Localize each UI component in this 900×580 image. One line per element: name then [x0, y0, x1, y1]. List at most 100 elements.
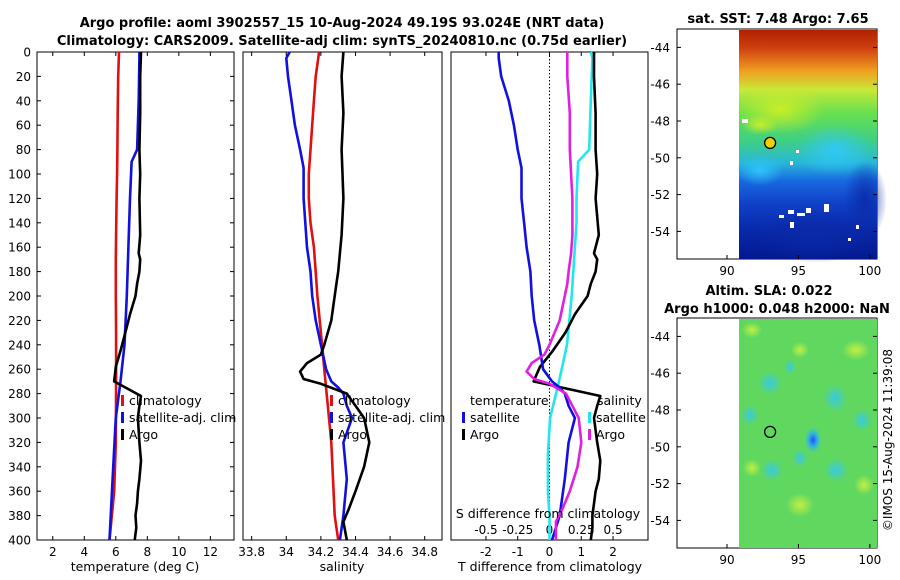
depth-tick-label: 260: [8, 363, 31, 377]
sst-cyan-patch: [736, 154, 784, 186]
salinity-legend: climatology satellite-adj. clim Argo: [330, 393, 445, 442]
x-tick-label: 0: [546, 545, 554, 559]
legend-label-satellite: satellite-adj. clim: [129, 410, 236, 425]
depth-tick-label: 120: [8, 192, 31, 206]
x-tick-label: 10: [171, 545, 186, 559]
x-tick-label: 34: [279, 545, 294, 559]
sla-map-panel: Altim. SLA: 0.022 Argo h1000: 0.048 h200…: [650, 284, 889, 567]
depth-tick-label: 300: [8, 412, 31, 426]
sla-map-subtitle: Argo h1000: 0.048 h2000: NaN: [664, 302, 890, 317]
sla-map-lon-axis: 90 95 100: [719, 544, 881, 567]
s-difference-label: S difference from climatology: [456, 506, 641, 521]
lat-tick-label: -50: [650, 440, 670, 454]
x-tick-label: 34.2: [308, 545, 335, 559]
x-tick-label: 34.4: [342, 545, 369, 559]
x-tick-label: 6: [112, 545, 120, 559]
depth-tick-label: 280: [8, 387, 31, 401]
salinity-panel: 33.8 34 34.2 34.4 34.6 34.8 climatology satel…: [238, 51, 445, 574]
difference-series: [497, 51, 602, 541]
lat-tick-label: -50: [650, 151, 670, 165]
depth-tick-label: 20: [16, 70, 31, 84]
legend-label-satellite: satellite-adj. clim: [338, 410, 445, 425]
t-difference-label: T difference from climatology: [457, 559, 643, 574]
depth-tick-label: 60: [16, 119, 31, 133]
legend-swatch-argo: [121, 429, 124, 440]
legend-label-temp-argo: Argo: [470, 427, 499, 442]
temperature-legend: climatology satellite-adj. clim Argo: [121, 393, 236, 442]
difference-axes-box: [450, 51, 649, 541]
sla-eddy-patch: [804, 426, 822, 454]
lon-tick-label: 90: [719, 553, 734, 567]
temperature-panel: 0204060801001201401601802002202402602803…: [8, 46, 648, 574]
sst-map-title: sat. SST: 7.48 Argo: 7.65: [687, 12, 868, 27]
sst-cloud-gaps: [742, 119, 859, 241]
sla-high-patch: [786, 493, 814, 517]
sla-low-patch: [824, 458, 848, 482]
sla-low-patch: [792, 449, 808, 467]
sla-eddy-patch: [784, 359, 796, 375]
salinity-x-axis: 33.8 34 34.2 34.4 34.6 34.8: [238, 52, 438, 559]
legend-label-climatology: climatology: [129, 393, 202, 408]
x-tick-label: -2: [480, 545, 492, 559]
depth-tick-label: 340: [8, 460, 31, 474]
imos-watermark: ©IMOS 15-Aug-2024 11:39:08: [881, 349, 895, 531]
difference-legend-salinity: salinity satellite Argo: [588, 393, 646, 442]
series-salinity-argo: [525, 52, 583, 540]
depth-tick-label: 380: [8, 509, 31, 523]
series-argo: [112, 51, 143, 541]
salinity-x-label: salinity: [320, 559, 365, 574]
figure-title-line1: Argo profile: aoml 3902557_15 10-Aug-202…: [80, 16, 605, 31]
temperature-series: [108, 51, 143, 541]
depth-tick-label: 360: [8, 485, 31, 499]
lat-tick-label: -46: [650, 367, 670, 381]
sst-map-panel: sat. SST: 7.48 Argo: 7.65: [650, 12, 887, 278]
sla-high-patch: [742, 322, 762, 338]
x-tick-label: 34.6: [377, 545, 404, 559]
sla-high-patch: [854, 475, 874, 495]
sst-cold-patch: [755, 207, 875, 263]
legend-label-climatology: climatology: [338, 393, 411, 408]
lat-tick-label: -48: [650, 115, 670, 129]
argo-location-marker: [763, 425, 777, 439]
sst-cold-patch: [843, 160, 887, 240]
lat-tick-label: -48: [650, 404, 670, 418]
x-tick-label: 33.8: [238, 545, 265, 559]
x-tick-label: 12: [203, 545, 218, 559]
lat-tick-label: -52: [650, 188, 670, 202]
legend-swatch-climatology: [121, 395, 124, 406]
sst-map-lon-axis: 90 95 100: [719, 255, 881, 278]
legend-title-temperature: temperature: [470, 393, 549, 408]
series-temperature-argo: [532, 52, 602, 541]
legend-swatch-climatology: [330, 395, 333, 406]
legend-label-sal-satellite: satellite: [596, 410, 646, 425]
series-temperature-satellite: [546, 51, 594, 540]
depth-tick-label: 140: [8, 216, 31, 230]
series-satellite-adj-clim: [284, 51, 354, 541]
legend-swatch-temp-argo: [462, 429, 465, 440]
legend-label-argo: Argo: [129, 427, 158, 442]
legend-swatch-argo: [330, 429, 333, 440]
temperature-x-axis: 2 4 6 8 10 12: [49, 52, 218, 559]
legend-title-salinity: salinity: [597, 393, 642, 408]
sst-heatmap: [735, 30, 887, 263]
legend-swatch-sal-argo: [588, 429, 591, 440]
difference-panel: -2 -1 0 1 2-0.5 -0.25 0 0.25 0.5 temperature sat…: [450, 51, 649, 574]
legend-label-argo: Argo: [338, 427, 367, 442]
legend-swatch-satellite: [121, 412, 124, 423]
depth-tick-label: 240: [8, 338, 31, 352]
lon-tick-label: 95: [791, 553, 806, 567]
x-tick-label: 8: [143, 545, 151, 559]
s-diff-tick-label: 0.25: [568, 523, 595, 537]
sla-low-patch: [852, 409, 872, 431]
figure-title-line2: Climatology: CARS2009. Satellite-adj cli…: [57, 34, 627, 49]
x-tick-label: -1: [512, 545, 524, 559]
depth-tick-label: 400: [8, 534, 31, 548]
legend-swatch-sal-satellite: [588, 412, 591, 423]
series-climatology: [307, 51, 340, 541]
legend-label-sal-argo: Argo: [596, 427, 625, 442]
x-tick-label: 2: [609, 545, 617, 559]
sla-low-patch: [823, 384, 847, 412]
depth-tick-label: 200: [8, 290, 31, 304]
legend-swatch-temp-satellite: [462, 412, 465, 423]
